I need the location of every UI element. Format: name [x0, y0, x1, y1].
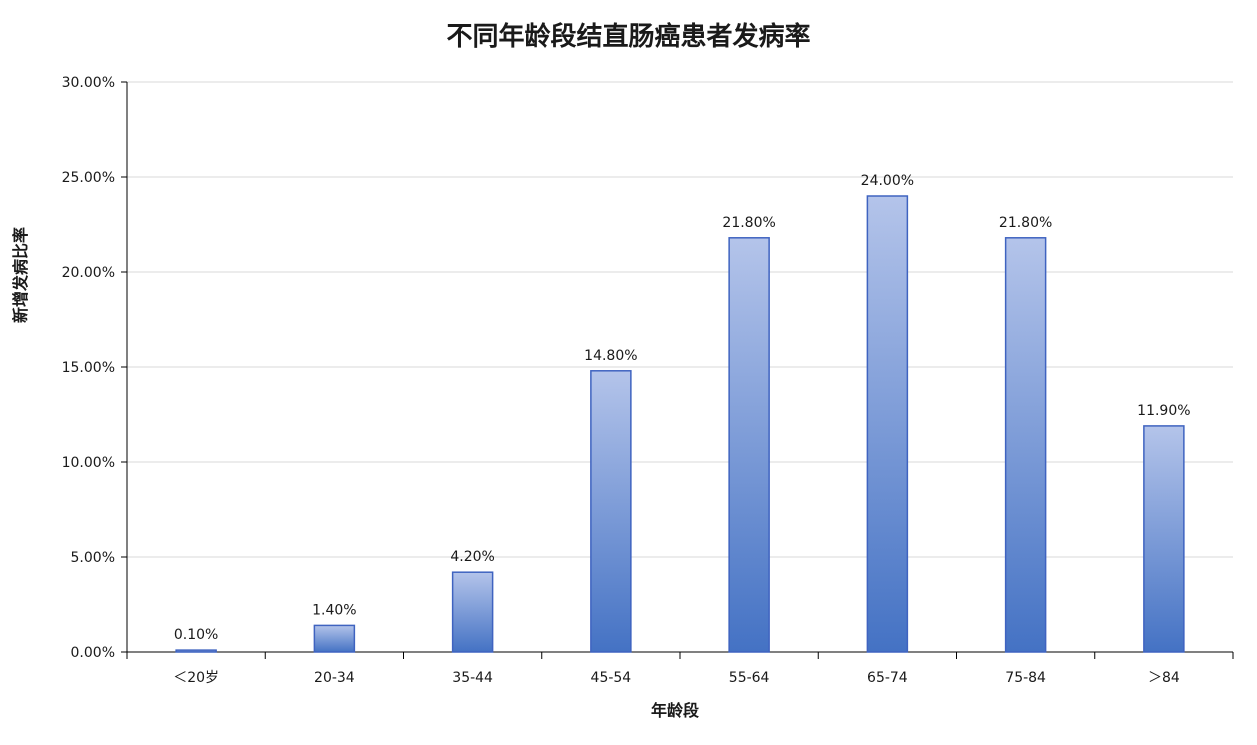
bar: [175, 649, 217, 653]
axes: [121, 81, 1234, 659]
x-tick-label: 65-74: [867, 670, 908, 686]
grid-lines: [127, 81, 1233, 558]
labels: 0.00% 5.00% 10.00% 15.00% 20.00% 25.00% 30.00%…: [62, 75, 1191, 686]
y-tick-label: 25.00%: [62, 170, 115, 186]
x-tick-label: 75-84: [1005, 670, 1046, 686]
y-tick-label: 5.00%: [71, 550, 115, 566]
data-label: 11.90%: [1137, 403, 1190, 419]
bar: [590, 370, 632, 653]
y-tick-label: 20.00%: [62, 265, 115, 281]
data-label: 14.80%: [584, 348, 637, 364]
x-tick-label: ＜20岁: [173, 670, 219, 686]
bar: [451, 571, 494, 653]
data-label: 4.20%: [450, 549, 494, 565]
y-tick-label: 15.00%: [62, 360, 115, 376]
data-label: 24.00%: [861, 173, 914, 189]
y-tick-label: 30.00%: [62, 75, 115, 91]
data-label: 21.80%: [999, 215, 1052, 231]
data-label: 0.10%: [174, 627, 218, 643]
y-tick-label: 0.00%: [71, 645, 115, 661]
bar: [313, 624, 356, 653]
bar: [1004, 237, 1047, 653]
x-tick-label: 55-64: [729, 670, 770, 686]
bar: [1143, 425, 1185, 653]
bars: [175, 195, 1185, 653]
y-tick-label: 10.00%: [62, 455, 115, 471]
x-tick-label: ＞84: [1148, 670, 1180, 686]
x-tick-label: 35-44: [452, 670, 493, 686]
x-tick-label: 20-34: [314, 670, 355, 686]
bar: [866, 195, 909, 653]
x-axis-label: 年龄段: [650, 701, 700, 720]
data-label: 1.40%: [312, 602, 356, 618]
data-label: 21.80%: [722, 215, 775, 231]
x-tick-label: 45-54: [591, 670, 632, 686]
bar: [728, 237, 770, 653]
chart-title: 不同年龄段结直肠癌患者发病率: [446, 22, 811, 52]
